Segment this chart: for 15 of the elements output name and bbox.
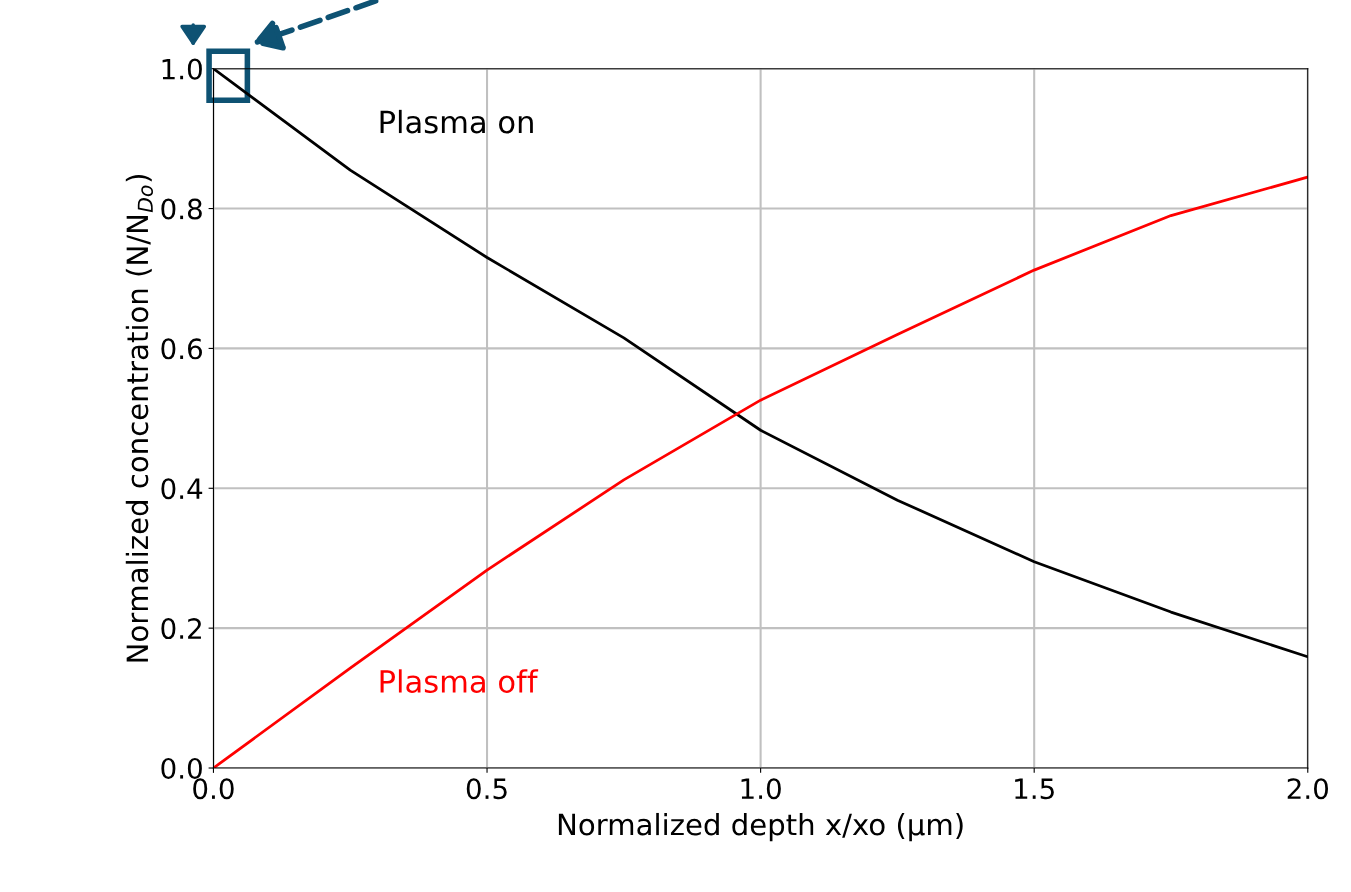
series-label: Plasma off bbox=[380, 669, 539, 693]
x-tick-label: 0.0 bbox=[193, 778, 234, 800]
x-axis-title: Normalized depth x/xo (µm) bbox=[558, 812, 963, 842]
y-axis-title: Normalized concentration (N/N$_{Do}$) bbox=[125, 174, 154, 662]
x-tick-label: 1.5 bbox=[1015, 778, 1054, 800]
x-tick-label: 1.0 bbox=[741, 778, 781, 800]
x-tick-label: 2.0 bbox=[1287, 778, 1329, 800]
y-tick-label: 0.0 bbox=[161, 757, 202, 779]
series-label: Plasma on bbox=[380, 109, 533, 134]
y-tick-label: 0.8 bbox=[161, 198, 202, 220]
y-tick-label: 1.0 bbox=[162, 58, 202, 80]
y-tick-label: 0.4 bbox=[161, 478, 203, 500]
x-tick-label: 0.5 bbox=[466, 778, 507, 800]
y-tick-label: 0.2 bbox=[161, 618, 201, 640]
y-tick-label: 0.6 bbox=[161, 338, 202, 360]
